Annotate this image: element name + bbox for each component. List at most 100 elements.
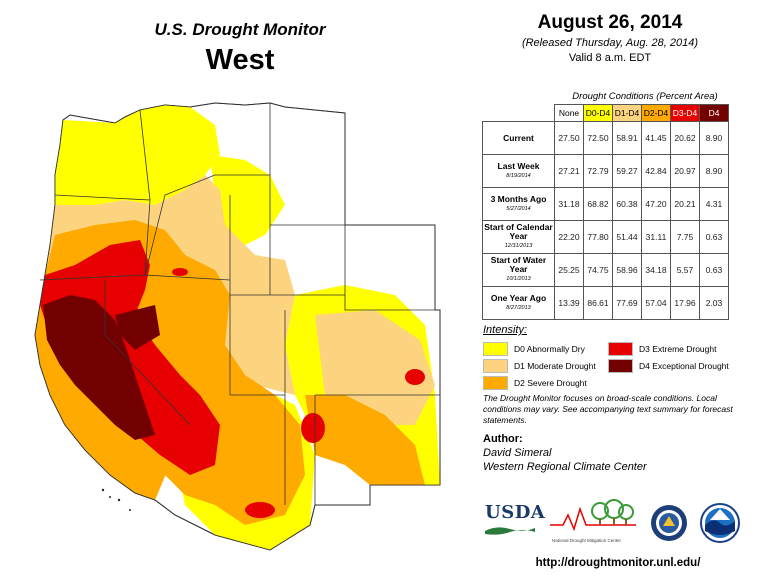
table-row: Start of Water Year 10/1/2013 25.25 74.75 58… [482, 253, 729, 287]
legend-swatch [608, 342, 633, 356]
table-corner [483, 105, 555, 122]
date-block: August 26, 2014 (Released Thursday, Aug.… [480, 12, 740, 64]
ndmc-logo: National Drought Mitigation Center [548, 497, 638, 545]
table-cell: 57.04 [641, 286, 671, 320]
row-label: 3 Months Ago 5/27/2014 [482, 187, 555, 221]
d3-area [245, 502, 275, 518]
d0-area [55, 105, 220, 215]
table-cell: 7.75 [670, 220, 700, 254]
row-label: Last Week 8/19/2014 [482, 154, 555, 188]
region-title: West [205, 44, 275, 76]
table-cell: 17.96 [670, 286, 700, 320]
website-url[interactable]: http://droughtmonitor.unl.edu/ [535, 557, 701, 569]
disclaimer-note: The Drought Monitor focuses on broad-sca… [483, 393, 733, 425]
drought-map [34, 102, 441, 551]
table-cell: 47.20 [641, 187, 671, 221]
table-cell: 0.63 [699, 253, 729, 287]
legend-swatch [483, 342, 508, 356]
table-cell: 31.11 [641, 220, 671, 254]
release-date: (Released Thursday, Aug. 28, 2014) [521, 37, 699, 49]
table-cell: 27.21 [554, 154, 584, 188]
table-cell: 0.63 [699, 220, 729, 254]
table-title: Drought Conditions (Percent Area) [572, 91, 718, 102]
noaa-logo [700, 503, 740, 548]
table-row: Last Week 8/19/2014 27.21 72.79 59.27 42.84 20… [482, 154, 729, 188]
table-cell: 86.61 [583, 286, 613, 320]
row-label-text: Current [503, 132, 534, 143]
table-cell: 68.82 [583, 187, 613, 221]
table-cell: 25.25 [554, 253, 584, 287]
col-d0-d4: D0-D4 [583, 104, 613, 122]
state-boundaries [34, 102, 441, 551]
legend-swatch [483, 359, 508, 373]
author-label: Author: [483, 433, 523, 445]
d3-area [301, 413, 325, 443]
legend-label: D0 Abnormally Dry [514, 344, 585, 354]
col-d4: D4 [699, 104, 729, 122]
intensity-title: Intensity: [483, 324, 528, 336]
legend-label: D1 Moderate Drought [514, 361, 596, 371]
row-date: 8/27/2013 [506, 304, 531, 311]
table-cell: 77.80 [583, 220, 613, 254]
legend-d1: D1 Moderate Drought [483, 359, 596, 373]
noaa-logo-icon [700, 503, 740, 543]
table-cell: 59.27 [612, 154, 642, 188]
table-cell: 74.75 [583, 253, 613, 287]
row-label-text: Last Week [497, 160, 540, 171]
legend-label: D2 Severe Drought [514, 378, 587, 388]
table-cell: 51.44 [612, 220, 642, 254]
table-cell: 20.97 [670, 154, 700, 188]
row-date: 10/1/2013 [506, 276, 531, 282]
legend-d0: D0 Abnormally Dry [483, 342, 585, 356]
table-cell: 27.50 [554, 121, 584, 155]
table-cell: 20.21 [670, 187, 700, 221]
doc-seal-icon [651, 505, 687, 541]
legend-d2: D2 Severe Drought [483, 376, 587, 390]
legend-d3: D3 Extreme Drought [608, 342, 716, 356]
legend-swatch [608, 359, 633, 373]
legend-swatch [483, 376, 508, 390]
usda-logo: USDA [485, 502, 545, 542]
row-date: 5/27/2014 [506, 205, 531, 212]
row-label: Start of Water Year 10/1/2013 [482, 253, 555, 287]
table-cell: 8.90 [699, 154, 729, 188]
table-cell: 8.90 [699, 121, 729, 155]
author-name: David Simeral [483, 447, 552, 459]
row-date: 12/31/2013 [504, 243, 533, 249]
row-label: One Year Ago 8/27/2013 [482, 286, 555, 320]
row-label-text: Start of Water Year [490, 255, 547, 274]
table-cell: 4.31 [699, 187, 729, 221]
row-label: Current [482, 121, 555, 155]
table-cell: 58.91 [612, 121, 642, 155]
d4-area [115, 305, 160, 350]
islands [101, 488, 131, 511]
row-label-text: Start of Calendar Year [484, 222, 553, 241]
table-row: Start of Calendar Year 12/31/2013 22.20 77.… [482, 220, 729, 254]
table-cell: 72.79 [583, 154, 613, 188]
table-cell: 72.50 [583, 121, 613, 155]
d2-area [305, 395, 425, 485]
table-row: 3 Months Ago 5/27/2014 31.18 68.82 60.38 47.2… [482, 187, 729, 221]
row-label: Start of Calendar Year 12/31/2013 [482, 220, 555, 254]
table-header-row: None D0-D4 D1-D4 D2-D4 D3-D4 D4 [483, 104, 729, 122]
table-cell: 60.38 [612, 187, 642, 221]
valid-time: Valid 8 a.m. EDT [568, 52, 652, 64]
table-cell: 2.03 [699, 286, 729, 320]
d0-area [210, 155, 285, 245]
table-cell: 77.69 [612, 286, 642, 320]
col-d2-d4: D2-D4 [641, 104, 671, 122]
table-cell: 42.84 [641, 154, 671, 188]
usda-logo-hills [485, 527, 535, 535]
ndmc-logo-text: National Drought Mitigation Center [552, 538, 622, 543]
table-cell: 5.57 [670, 253, 700, 287]
map-date: August 26, 2014 [537, 12, 683, 33]
d4-area [43, 295, 155, 440]
drought-conditions-table: None D0-D4 D1-D4 D2-D4 D3-D4 D4 Current 2… [482, 104, 729, 320]
row-label-text: One Year Ago [490, 292, 547, 303]
legend-label: D4 Exceptional Drought [639, 361, 729, 371]
col-none: None [554, 104, 584, 122]
legend-d4: D4 Exceptional Drought [608, 359, 729, 373]
monitor-title: U.S. Drought Monitor [154, 20, 326, 39]
d3-area [405, 369, 425, 385]
ndmc-tree-icon [550, 499, 636, 532]
